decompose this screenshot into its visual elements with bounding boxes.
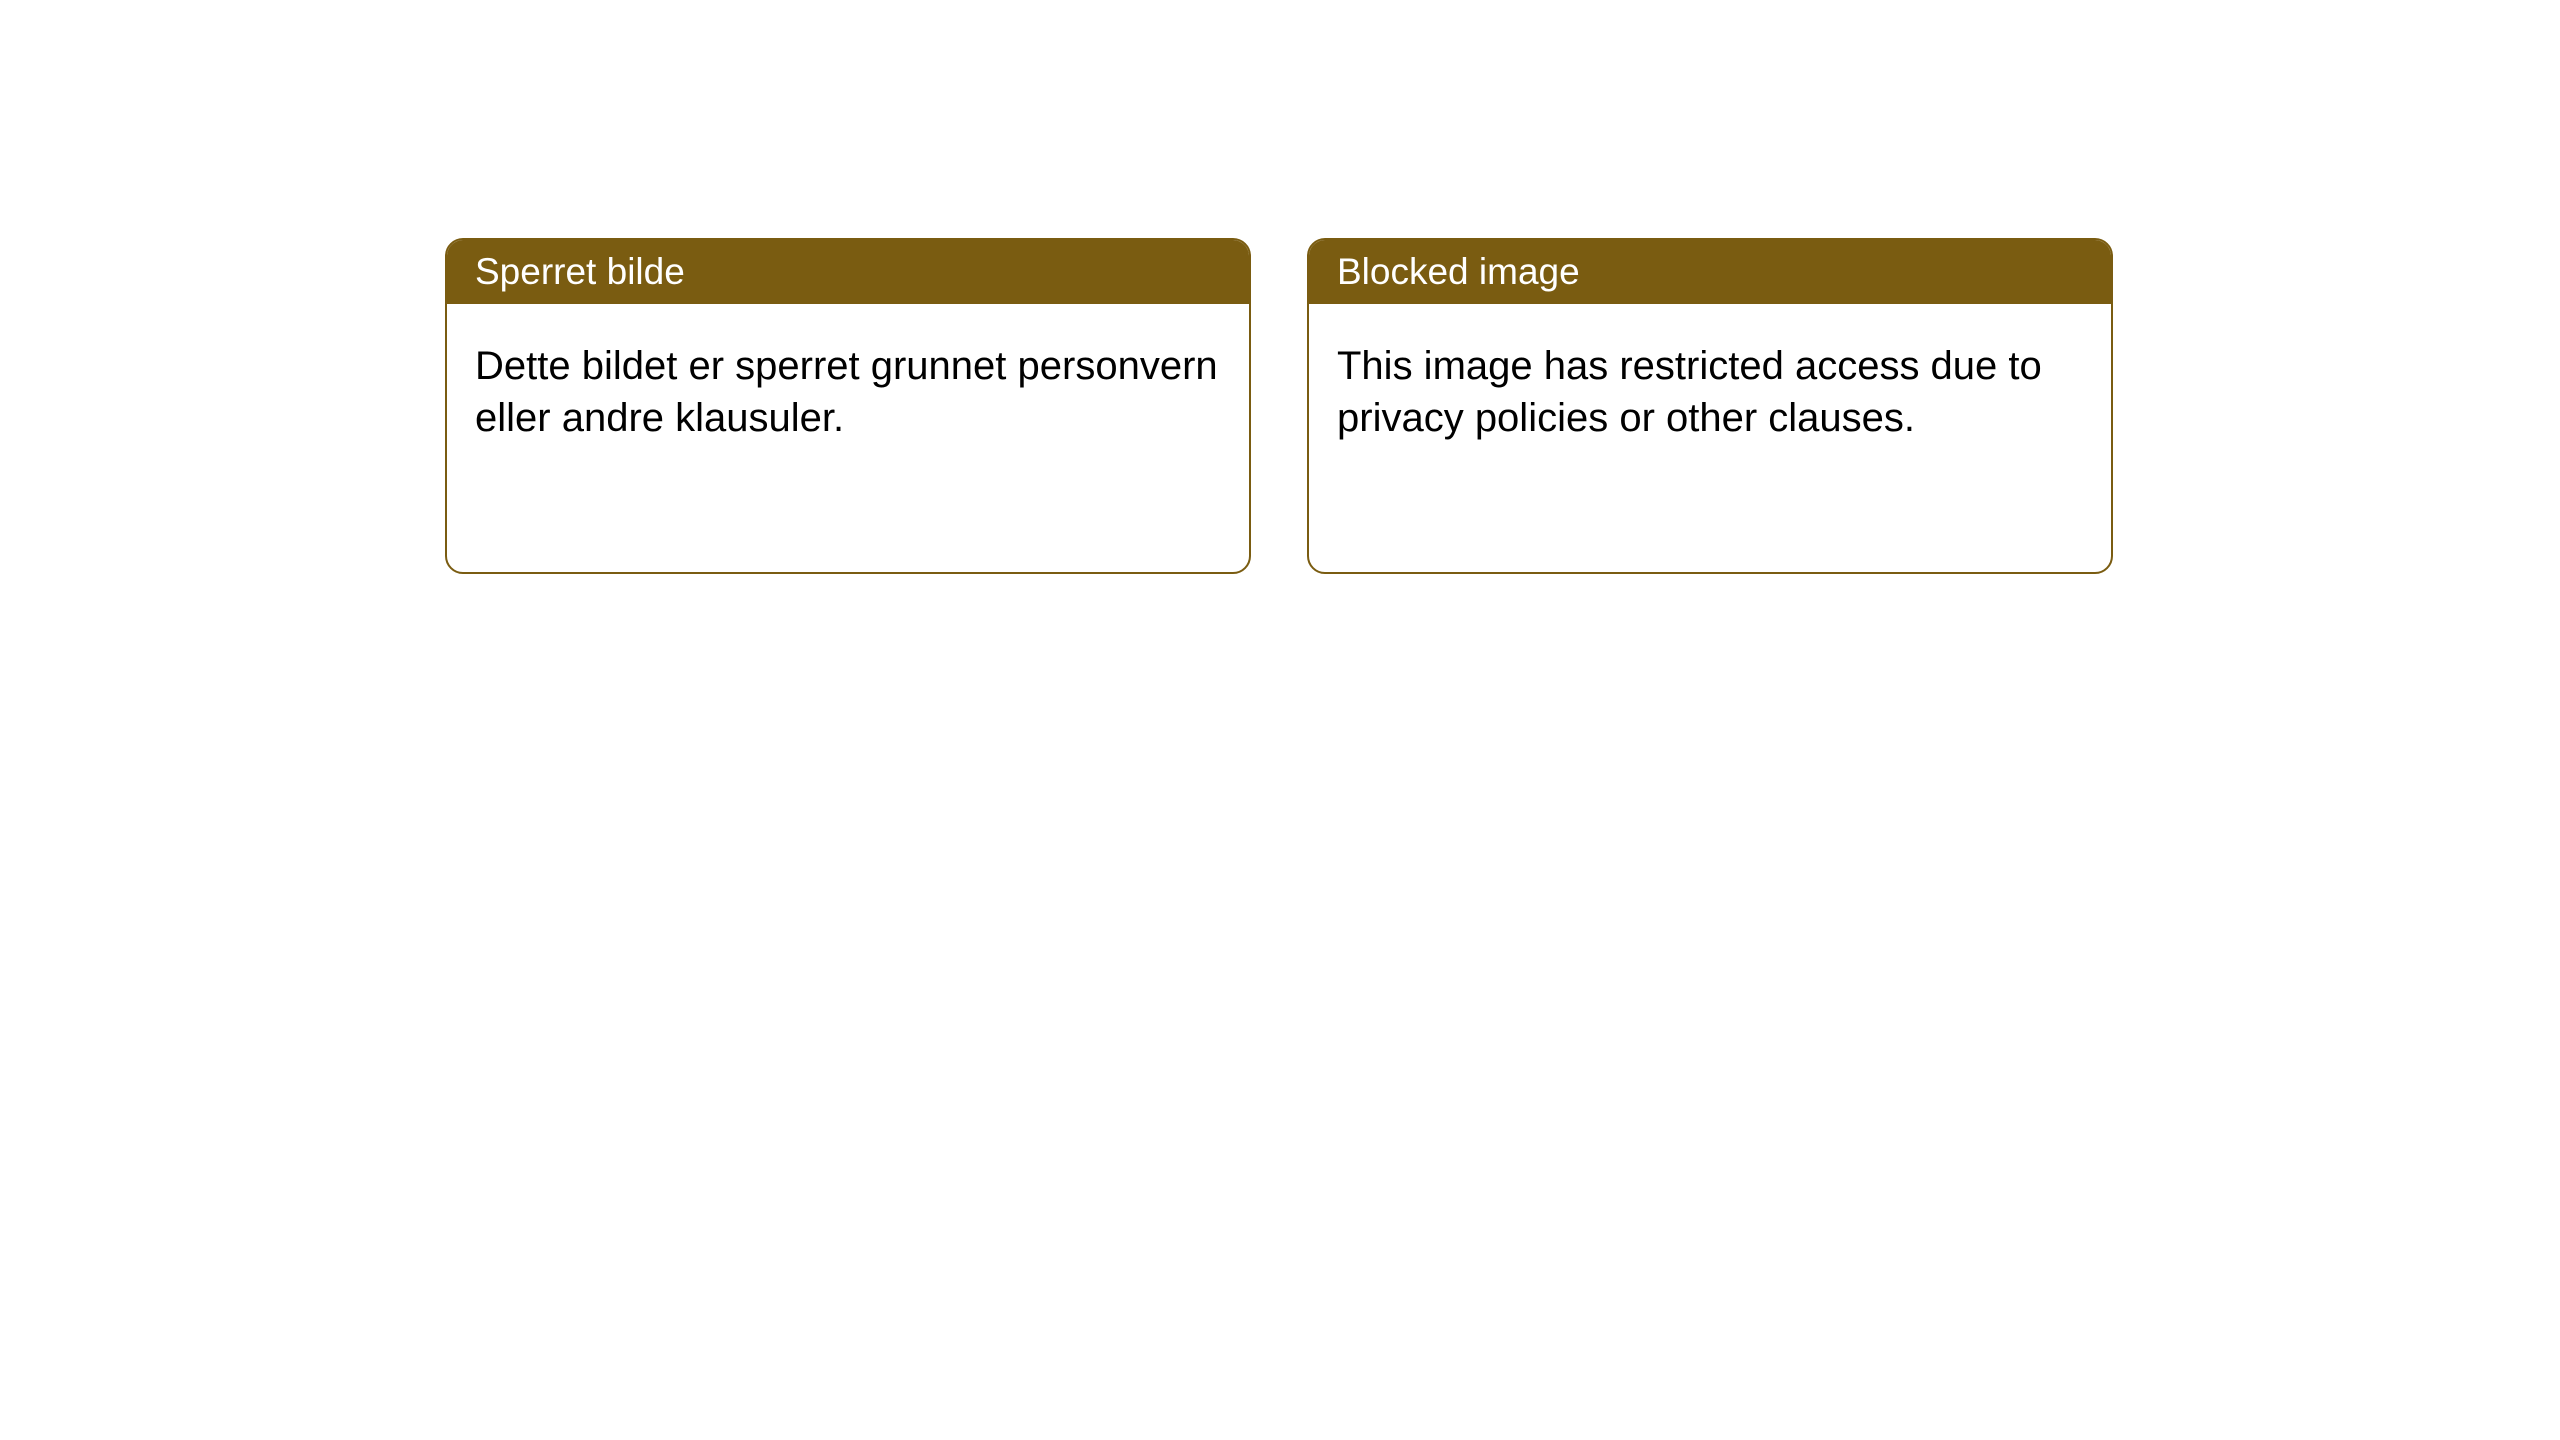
notice-card-norwegian: Sperret bilde Dette bildet er sperret gr… [445,238,1251,574]
card-body-norwegian: Dette bildet er sperret grunnet personve… [447,304,1249,480]
card-text-english: This image has restricted access due to … [1337,344,2042,440]
card-title-norwegian: Sperret bilde [475,251,685,292]
notice-container: Sperret bilde Dette bildet er sperret gr… [445,238,2113,574]
card-title-english: Blocked image [1337,251,1580,292]
notice-card-english: Blocked image This image has restricted … [1307,238,2113,574]
card-header-norwegian: Sperret bilde [447,240,1249,304]
card-text-norwegian: Dette bildet er sperret grunnet personve… [475,344,1218,440]
card-header-english: Blocked image [1309,240,2111,304]
card-body-english: This image has restricted access due to … [1309,304,2111,480]
